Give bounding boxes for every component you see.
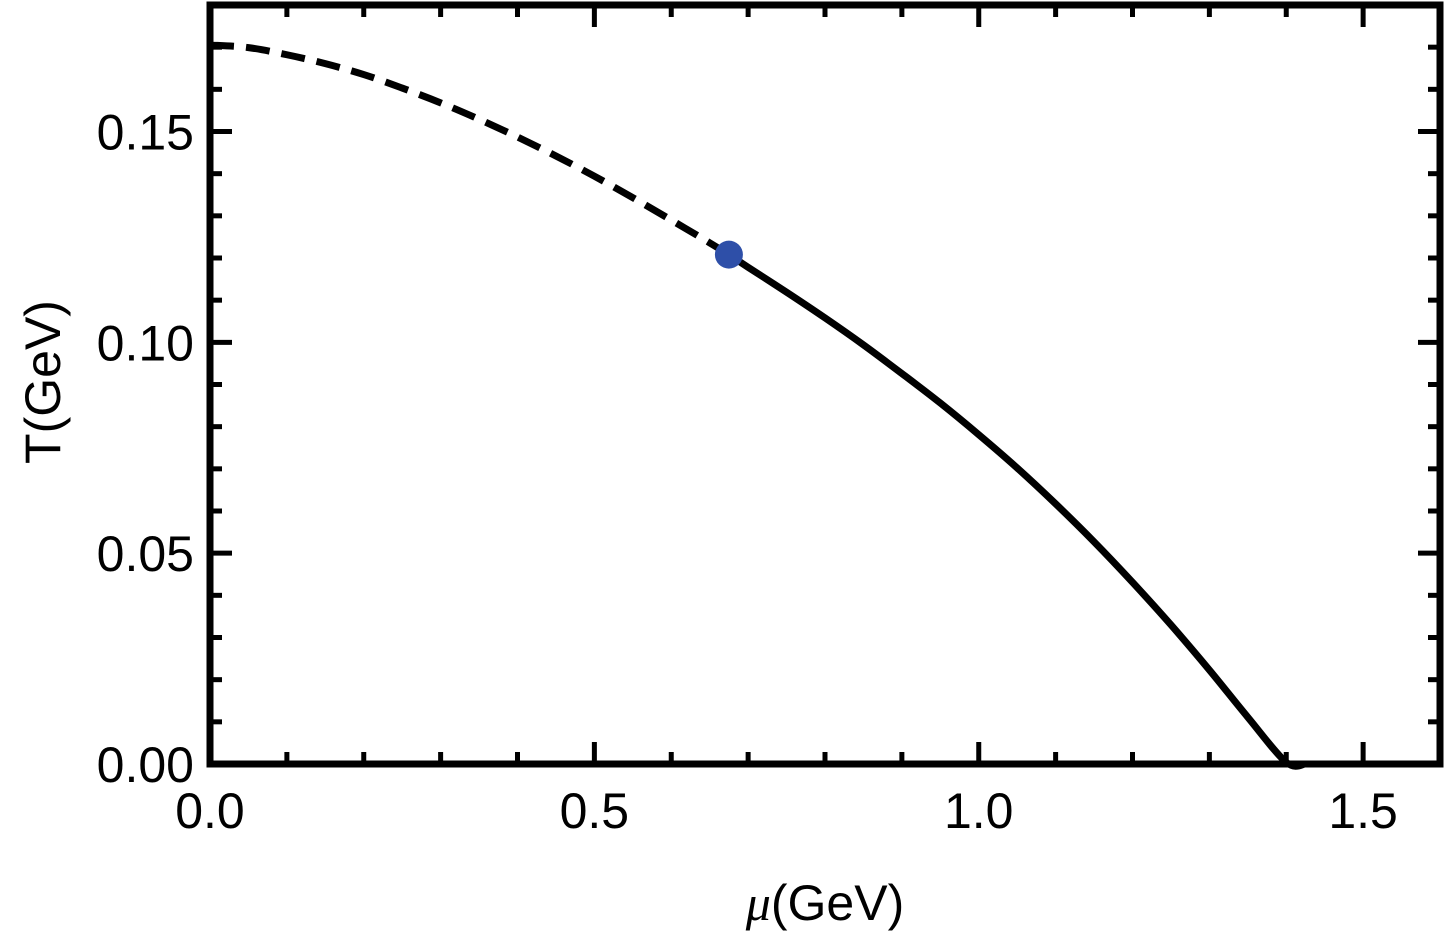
first-order-solid-line: [726, 251, 1306, 770]
x-tick-label: 1.5: [1328, 783, 1398, 839]
crossover-dashed-line: [209, 41, 731, 258]
points-layer: [714, 240, 743, 269]
x-tick-labels: 0.0 0.5 1.0 1.5: [175, 783, 1398, 839]
y-tick-label: 0.15: [97, 105, 194, 161]
y-tick-label: 0.00: [97, 737, 194, 793]
x-axis-label-unit: (GeV): [771, 875, 904, 931]
y-tick-labels: 0.00 0.05 0.10 0.15: [97, 105, 194, 794]
x-tick-label: 0.0: [175, 783, 245, 839]
x-tick-label: 0.5: [560, 783, 630, 839]
series-layer: [209, 41, 1306, 770]
major-ticks: [207, 5, 1440, 767]
y-axis-label: T(GeV): [15, 300, 71, 464]
critical-end-point: [714, 240, 743, 269]
minor-ticks: [210, 2, 1443, 764]
x-axis-label: μ(GeV): [745, 875, 904, 931]
y-tick-label: 0.10: [97, 315, 194, 371]
plot-frame: [206, 1, 1444, 768]
x-tick-label: 1.0: [944, 783, 1014, 839]
x-axis-label-symbol: μ: [745, 875, 771, 931]
y-tick-label: 0.05: [97, 526, 194, 582]
